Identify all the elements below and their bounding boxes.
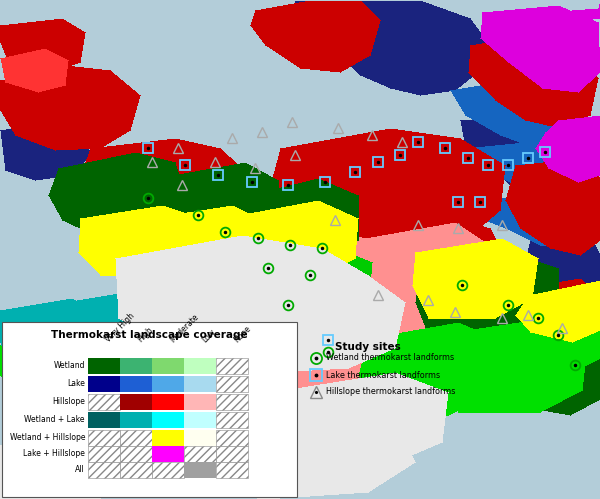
Bar	[88, 430, 120, 446]
Bar	[184, 430, 216, 446]
Bar	[88, 394, 120, 410]
Bar	[88, 376, 120, 392]
Text: Moderate: Moderate	[168, 312, 200, 344]
Bar	[88, 412, 120, 428]
Bar	[184, 446, 216, 462]
Text: Low: Low	[200, 327, 217, 344]
Bar	[184, 462, 216, 478]
Text: All: All	[75, 466, 85, 475]
Bar	[120, 394, 152, 410]
Bar	[216, 358, 248, 374]
Bar	[152, 394, 184, 410]
Bar	[2, 322, 297, 497]
Text: Wetland + Lake: Wetland + Lake	[25, 416, 85, 425]
Bar	[152, 430, 184, 446]
Text: Thermokarst landscape coverage: Thermokarst landscape coverage	[51, 330, 248, 340]
Bar	[216, 412, 248, 428]
Bar	[120, 358, 152, 374]
Bar	[120, 412, 152, 428]
Bar	[184, 412, 216, 428]
Text: Wetland thermokarst landforms: Wetland thermokarst landforms	[326, 353, 454, 362]
Text: Lake thermokarst landforms: Lake thermokarst landforms	[326, 370, 440, 380]
Bar	[216, 430, 248, 446]
Bar	[152, 462, 184, 478]
Bar	[216, 376, 248, 392]
Text: Wetland + Hillslope: Wetland + Hillslope	[10, 434, 85, 443]
Text: Hillslope: Hillslope	[52, 398, 85, 407]
Text: High: High	[136, 325, 155, 344]
Bar	[152, 446, 184, 462]
Bar	[184, 394, 216, 410]
Bar	[120, 376, 152, 392]
Bar	[120, 430, 152, 446]
Bar	[152, 376, 184, 392]
Bar	[120, 446, 152, 462]
Bar	[216, 446, 248, 462]
Text: Hillslope thermokarst landforms: Hillslope thermokarst landforms	[326, 388, 455, 397]
Bar	[120, 462, 152, 478]
Bar	[88, 446, 120, 462]
Text: Very High: Very High	[104, 311, 137, 344]
Bar	[184, 358, 216, 374]
Bar	[216, 394, 248, 410]
Bar	[216, 462, 248, 478]
Bar	[184, 376, 216, 392]
Text: Wetland: Wetland	[53, 361, 85, 370]
Text: Lake + Hillslope: Lake + Hillslope	[23, 450, 85, 459]
Text: None: None	[232, 323, 253, 344]
Bar	[152, 412, 184, 428]
Text: Study sites: Study sites	[335, 342, 401, 352]
Bar	[88, 358, 120, 374]
Bar	[88, 462, 120, 478]
Bar	[152, 358, 184, 374]
Text: Lake: Lake	[67, 380, 85, 389]
